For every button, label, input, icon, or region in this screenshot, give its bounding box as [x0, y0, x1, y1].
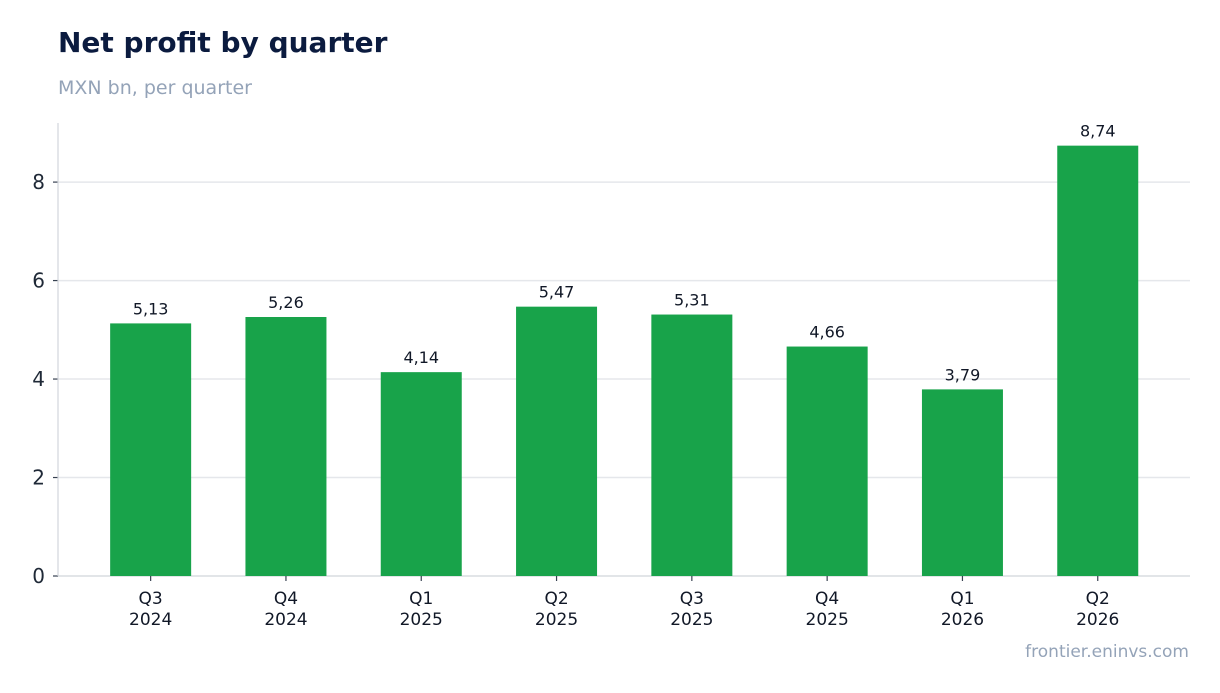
x-tick-label-year: 2025 — [670, 610, 713, 630]
source-note: frontier.eninvs.com — [1025, 642, 1189, 662]
x-tick-label-quarter: Q4 — [274, 589, 298, 609]
bar — [380, 372, 462, 576]
x-tick-label-year: 2026 — [1076, 610, 1119, 630]
bar — [1057, 145, 1139, 576]
chart-subtitle: MXN bn, per quarter — [58, 77, 252, 99]
data-label: 4,66 — [809, 323, 845, 342]
y-tick-label: 2 — [32, 466, 45, 490]
y-tick-label: 4 — [32, 367, 45, 391]
x-tick-label-quarter: Q3 — [680, 589, 704, 609]
y-tick-label: 6 — [32, 269, 45, 293]
data-label: 5,47 — [539, 283, 575, 302]
data-label: 5,13 — [133, 299, 169, 318]
data-label: 8,74 — [1080, 122, 1116, 141]
y-tick-label: 0 — [32, 564, 45, 588]
x-tick-label-quarter: Q4 — [815, 589, 839, 609]
x-tick-label-year: 2024 — [264, 610, 307, 630]
bar — [921, 389, 1003, 576]
x-tick-label-quarter: Q1 — [950, 589, 974, 609]
bar — [110, 323, 192, 576]
data-label: 5,26 — [268, 293, 304, 312]
x-tick-label-year: 2025 — [806, 610, 849, 630]
labels: 024685,13Q320245,26Q420244,14Q120255,47Q… — [32, 122, 1119, 630]
bar — [245, 317, 327, 576]
grid-lines — [58, 181, 1190, 479]
x-tick-label-quarter: Q3 — [139, 589, 163, 609]
x-tick-label-quarter: Q2 — [1086, 589, 1110, 609]
axes — [53, 123, 1190, 581]
x-tick-label-year: 2025 — [400, 610, 443, 630]
x-tick-label-quarter: Q2 — [544, 589, 568, 609]
x-tick-label-year: 2024 — [129, 610, 172, 630]
data-label: 3,79 — [945, 365, 981, 384]
bar — [516, 306, 598, 576]
data-label: 4,14 — [403, 348, 439, 367]
bars — [110, 145, 1139, 576]
x-tick-label-year: 2026 — [941, 610, 984, 630]
y-tick-label: 8 — [32, 170, 45, 194]
x-tick-label-year: 2025 — [535, 610, 578, 630]
bar — [786, 346, 868, 576]
bar — [651, 314, 733, 576]
chart-title: Net profit by quarter — [58, 26, 388, 59]
data-label: 5,31 — [674, 291, 710, 310]
x-tick-label-quarter: Q1 — [409, 589, 433, 609]
